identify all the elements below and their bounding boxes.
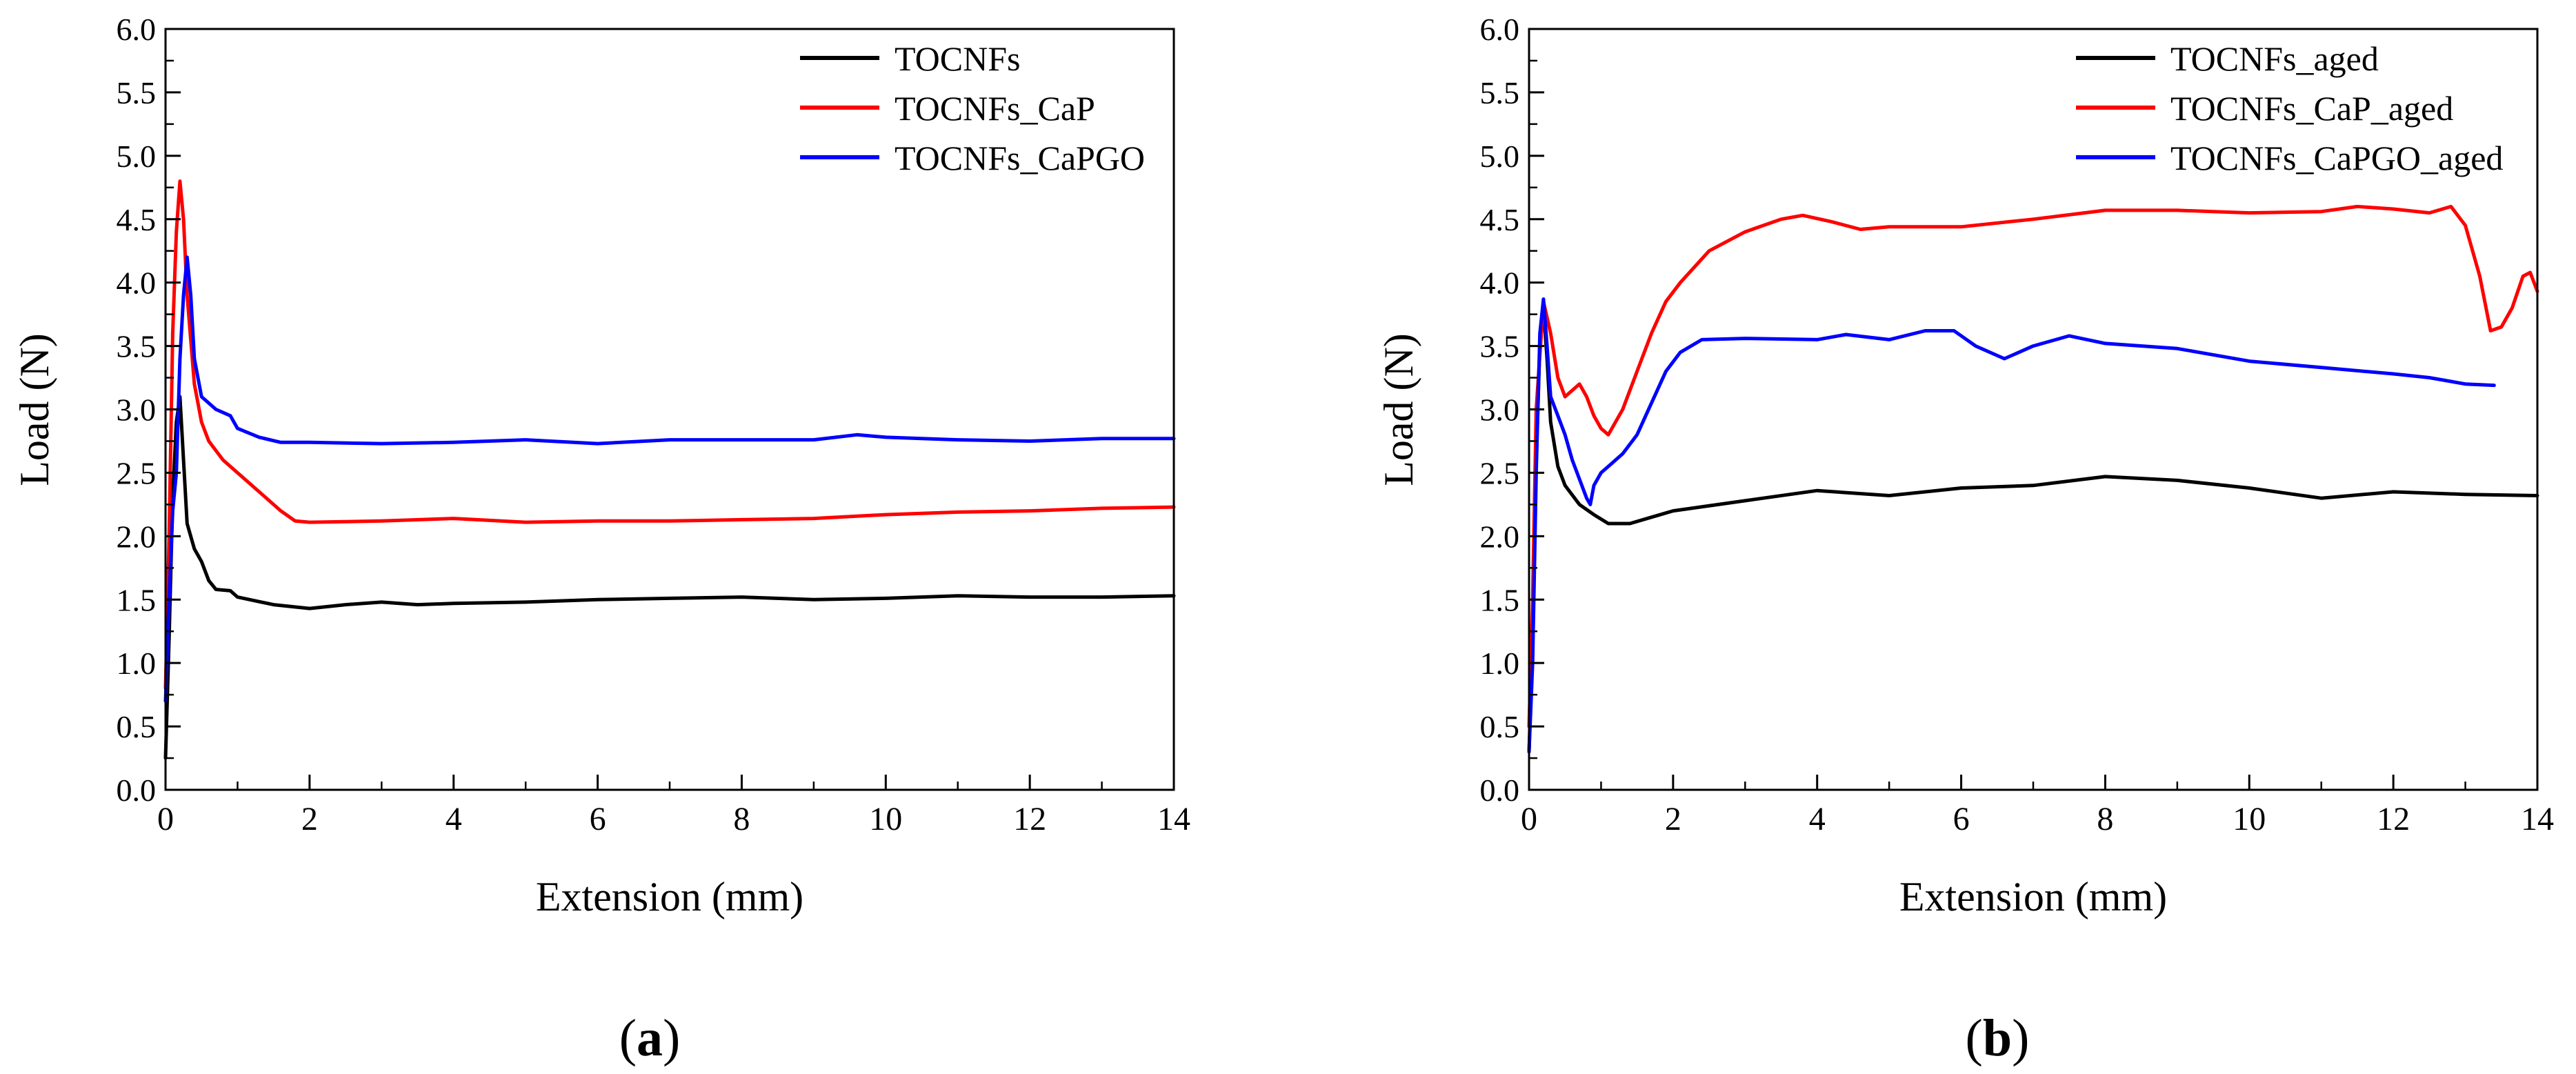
y-tick-label: 0.0 — [1480, 773, 1520, 808]
y-ticks-b: 0.0 0.5 1.0 1.5 2.0 2.5 3.0 3.5 4.0 4.5 5.0 5.5 6.0 — [1480, 12, 1544, 808]
y-tick-label: 3.0 — [1480, 392, 1520, 428]
series-line-tocnfs-capgo-aged — [1527, 297, 2496, 754]
legend-label-tocnfs: TOCNFs — [895, 39, 1020, 78]
series-line-tocnfs — [163, 395, 1176, 760]
y-tick-label: 0.5 — [1480, 709, 1520, 744]
x-tick-label: 10 — [869, 801, 902, 837]
x-tick-label: 12 — [2377, 801, 2410, 837]
y-tick-label: 4.0 — [1480, 266, 1520, 301]
legend-b: TOCNFs_aged TOCNFs_CaP_aged TOCNFs_CaPGO… — [2076, 39, 2503, 177]
x-tick-label: 4 — [446, 801, 462, 837]
y-tick-label: 5.5 — [117, 75, 157, 110]
y-tick-label: 3.5 — [1480, 329, 1520, 364]
legend-label-tocnfs-aged: TOCNFs_aged — [2170, 39, 2379, 78]
series-line-tocnfs-cap-aged — [1527, 204, 2539, 728]
panel-letter-a: a — [637, 1009, 663, 1067]
y-tick-label: 0.5 — [117, 709, 157, 744]
legend-label-tocnfs-cap: TOCNFs_CaP — [895, 89, 1095, 128]
y-tick-label: 3.0 — [117, 392, 157, 428]
legend-label-tocnfs-capgo: TOCNFs_CaPGO — [895, 139, 1145, 177]
y-tick-label: 3.5 — [117, 329, 157, 364]
x-tick-label: 8 — [733, 801, 750, 837]
x-tick-label: 0 — [157, 801, 174, 837]
x-tick-label: 6 — [590, 801, 606, 837]
x-tick-label: 2 — [1665, 801, 1681, 837]
y-tick-label: 2.0 — [1480, 519, 1520, 554]
y-tick-label: 4.5 — [117, 202, 157, 237]
y-tick-label: 5.5 — [1480, 75, 1520, 110]
x-ticks-b: 0 2 4 6 8 10 12 14 — [1521, 775, 2554, 837]
y-tick-label: 1.0 — [117, 646, 157, 681]
x-tick-label: 14 — [1157, 801, 1190, 837]
x-ticks-a: 0 2 4 6 8 10 12 14 — [157, 775, 1190, 837]
y-axis-label-b: Load (N) — [1376, 333, 1421, 486]
chart-panel-b: 0 2 4 6 8 10 12 14 0.0 0.5 1.0 1.5 2.0 2.5 3.0 3.5 4.0 4… — [1376, 12, 2554, 1067]
legend-a: TOCNFs TOCNFs_CaP TOCNFs_CaPGO — [800, 39, 1145, 177]
legend-label-tocnfs-cap-aged: TOCNFs_CaP_aged — [2170, 89, 2453, 128]
panel-label-b: (b) — [1966, 1009, 2030, 1067]
y-axis-label-a: Load (N) — [12, 333, 57, 486]
y-tick-label: 5.0 — [1480, 139, 1520, 174]
series-line-tocnfs-capgo — [163, 255, 1176, 703]
x-tick-label: 0 — [1521, 801, 1537, 837]
y-tick-label: 4.5 — [1480, 202, 1520, 237]
y-tick-label: 2.5 — [117, 455, 157, 490]
y-tick-label: 1.0 — [1480, 646, 1520, 681]
y-tick-label: 1.5 — [117, 582, 157, 617]
y-tick-label: 2.5 — [1480, 455, 1520, 490]
x-tick-label: 10 — [2233, 801, 2266, 837]
x-tick-label: 8 — [2097, 801, 2113, 837]
plot-area-a — [163, 179, 1176, 760]
y-tick-label: 0.0 — [117, 773, 157, 808]
y-tick-label: 6.0 — [117, 12, 157, 47]
y-tick-label: 4.0 — [117, 266, 157, 301]
chart-panel-a: 0 2 4 6 8 10 12 14 0.0 0.5 1.0 1.5 2.0 2.5 3.0 3.5 4.0 4… — [12, 12, 1190, 1067]
series-line-tocnfs-cap — [163, 179, 1176, 690]
x-axis-label-b: Extension (mm) — [1899, 874, 2167, 919]
y-tick-label: 5.0 — [117, 139, 157, 174]
plot-area-b — [1527, 204, 2539, 754]
x-tick-label: 14 — [2521, 801, 2554, 837]
x-tick-label: 4 — [1809, 801, 1826, 837]
y-tick-label: 1.5 — [1480, 582, 1520, 617]
y-tick-label: 2.0 — [117, 519, 157, 554]
x-tick-label: 2 — [301, 801, 318, 837]
y-tick-label: 6.0 — [1480, 12, 1520, 47]
x-tick-label: 12 — [1013, 801, 1046, 837]
panel-label-a: (a) — [619, 1009, 681, 1067]
y-ticks-a: 0.0 0.5 1.0 1.5 2.0 2.5 3.0 3.5 4.0 4.5 5.0 5.5 6.0 — [117, 12, 181, 808]
panel-letter-b: b — [1983, 1009, 2012, 1067]
legend-label-tocnfs-capgo-aged: TOCNFs_CaPGO_aged — [2170, 139, 2503, 177]
x-tick-label: 6 — [1953, 801, 1970, 837]
x-axis-label-a: Extension (mm) — [536, 874, 803, 919]
